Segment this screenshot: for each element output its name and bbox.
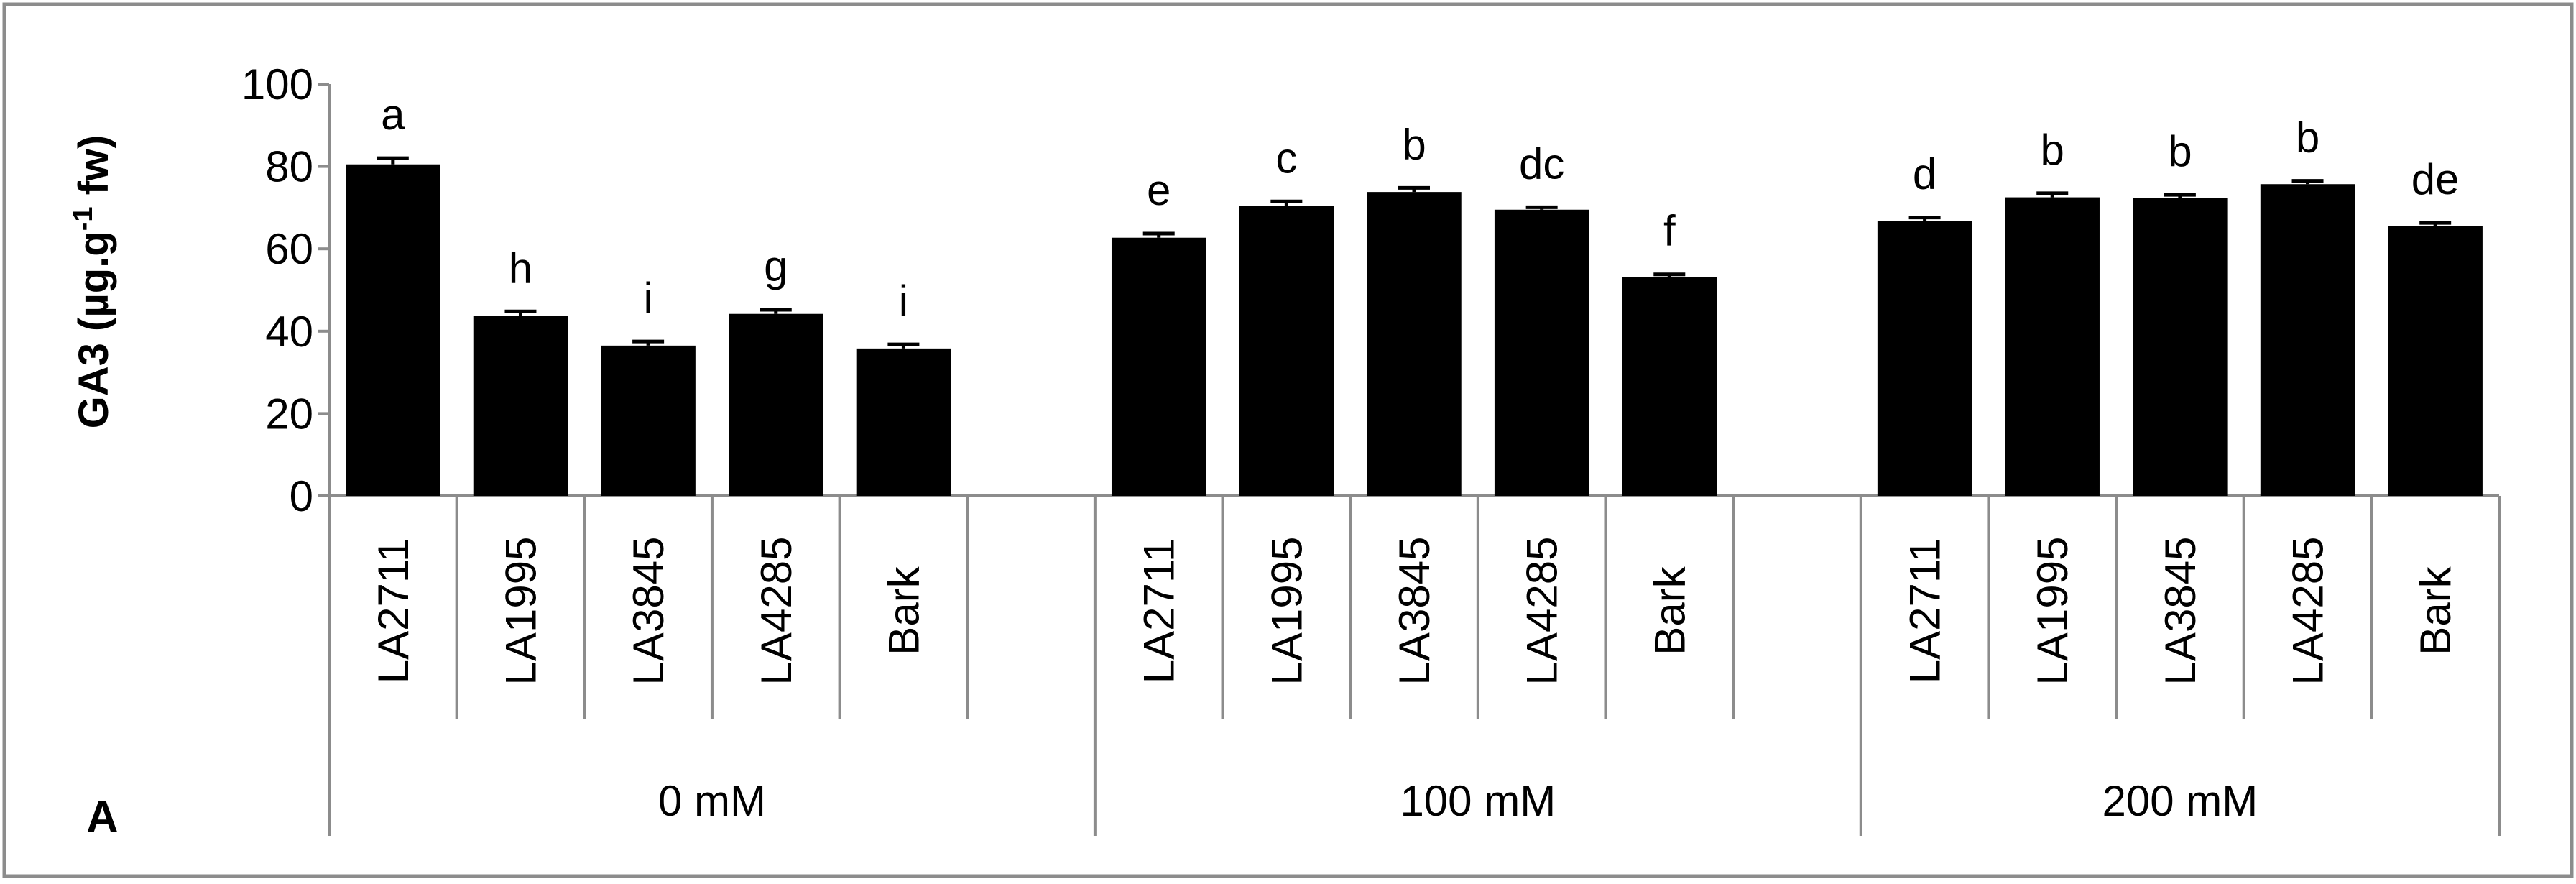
category-label: LA1995 [497,537,545,686]
significance-letter: de [2411,155,2460,203]
bar [1111,237,1206,496]
category-label: LA4285 [752,537,800,686]
y-tick-label: 40 [265,308,313,356]
bar [1622,277,1717,496]
significance-letter: c [1275,134,1297,182]
group-label: 0 mM [658,777,766,825]
category-label: LA3845 [1390,537,1439,686]
significance-letter: i [899,277,908,325]
category-label: LA1995 [2028,537,2077,686]
significance-letter: h [509,244,532,292]
panel-label: A [86,793,119,842]
category-label: LA2711 [1135,538,1183,683]
bar [1877,221,1972,496]
category-label: LA4285 [2284,537,2332,686]
significance-letter: b [2041,126,2064,174]
y-tick-label: 80 [265,143,313,191]
group-label: 200 mM [2102,777,2258,825]
bar [601,345,696,496]
bar [1367,192,1462,496]
bar [346,164,440,497]
category-label: LA2711 [369,538,417,683]
y-tick-label: 20 [265,390,313,438]
bar [2133,198,2228,496]
significance-letter: b [1402,120,1426,168]
category-label: LA3845 [624,537,673,686]
y-tick-label: 0 [290,472,313,520]
category-label: LA1995 [1262,537,1311,686]
significance-letter: e [1147,166,1171,214]
bar [2005,197,2100,496]
bars [346,156,2483,497]
significance-letter: b [2296,114,2319,162]
category-label: Bark [2411,566,2460,655]
bar [1239,206,1334,496]
category-label: LA3845 [2156,537,2205,686]
category-label: Bark [880,566,928,655]
category-label: LA2711 [1901,538,1949,683]
bar [2388,226,2483,496]
bar [856,348,951,496]
y-tick-label: 60 [265,225,313,273]
axes [318,83,2501,836]
group-label: 100 mM [1400,777,1556,825]
significance-letter: dc [1519,139,1564,188]
category-label: Bark [1645,566,1694,655]
significance-letter: a [381,91,405,139]
significance-letter: f [1663,207,1676,255]
bar [729,313,823,496]
y-axis-title: GA3 (µg.g-1 fw) [68,135,117,429]
bar [2260,184,2355,496]
significance-letter: d [1913,150,1936,198]
significance-letter: g [764,242,788,290]
significance-letter: i [643,274,652,322]
y-tick-label: 100 [241,60,313,109]
significance-letter: b [2168,127,2192,175]
bar [1494,209,1589,496]
category-label: LA4285 [1518,537,1566,686]
labels: 0 20 40 60 80 100 a LA2711 h LA1995 i LA3845 g LA4285… [241,60,2460,825]
bar [473,316,568,496]
